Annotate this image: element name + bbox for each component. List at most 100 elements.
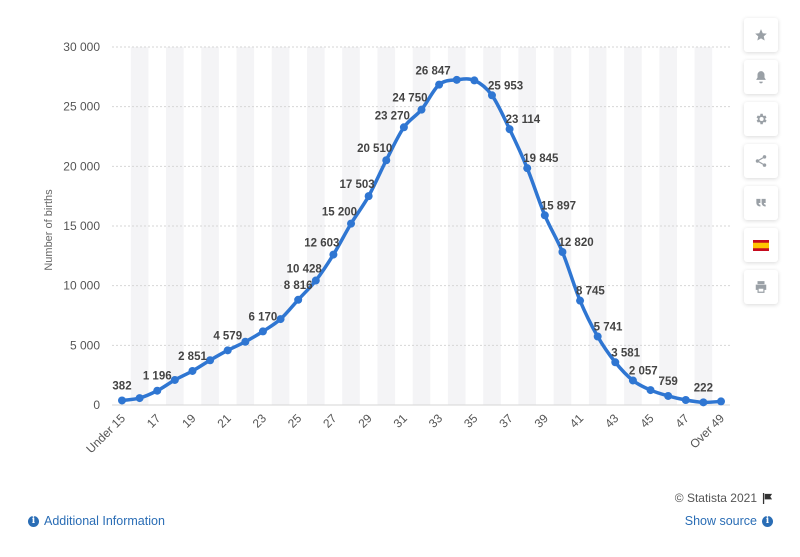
additional-information-link[interactable]: i Additional Information: [28, 514, 165, 528]
data-label: 4 579: [213, 330, 242, 342]
data-label: 8 745: [576, 286, 605, 298]
data-point: [435, 80, 444, 89]
data-label: 17 503: [339, 179, 374, 191]
data-label: 8 816: [284, 280, 313, 292]
data-point: [206, 356, 215, 365]
data-label: 6 170: [249, 311, 278, 323]
x-tick-label: 33: [426, 411, 446, 431]
data-label: 26 847: [416, 66, 451, 78]
region-button[interactable]: [744, 228, 778, 262]
print-icon: [755, 281, 767, 293]
x-tick-label: 47: [673, 411, 693, 431]
data-label: 19 845: [523, 153, 559, 165]
y-tick-label: 0: [93, 398, 100, 412]
data-point: [153, 386, 162, 395]
data-label: 382: [112, 380, 131, 392]
data-label: 759: [659, 376, 678, 388]
data-label: 10 428: [287, 264, 323, 276]
additional-information-label: Additional Information: [44, 514, 165, 528]
data-point: [135, 394, 144, 403]
x-tick-label: 39: [532, 411, 552, 431]
data-point: [593, 332, 602, 341]
data-label: 23 270: [375, 110, 410, 122]
data-label: 15 200: [322, 207, 357, 219]
data-labels: 382 1 196 2 851 4 579 6 170 8 816 10 428 12 603…: [112, 66, 713, 395]
notification-button[interactable]: [744, 60, 778, 94]
x-tick-label: 17: [144, 411, 164, 431]
x-tick-label: 19: [179, 411, 199, 431]
data-point: [452, 75, 461, 84]
y-tick-label: 15 000: [63, 219, 100, 233]
report-flag-icon[interactable]: [762, 492, 773, 504]
settings-button[interactable]: [744, 102, 778, 136]
x-tick-label: Under 15: [83, 411, 128, 456]
data-point: [223, 346, 232, 355]
data-label: 5 741: [594, 321, 623, 333]
star-icon: [755, 29, 767, 41]
data-label: 24 750: [392, 93, 427, 105]
x-axis-ticks: Under 15 17 19 21 23 25 27 29 31 33 35 37 39 41 43 45 47…: [83, 411, 727, 456]
data-label: 15 897: [541, 200, 576, 212]
data-label: 12 820: [558, 237, 593, 249]
x-tick-label: 45: [637, 411, 657, 431]
x-tick-label: 35: [461, 411, 481, 431]
info-icon: i: [762, 515, 773, 527]
spain-flag-icon: [753, 239, 769, 251]
share-icon: [755, 155, 767, 167]
show-source-link[interactable]: Show source i: [685, 514, 773, 528]
data-point: [664, 391, 673, 400]
data-point: [258, 327, 267, 336]
data-point: [417, 105, 426, 114]
background-band: [130, 47, 149, 405]
x-tick-label: 37: [496, 411, 516, 431]
data-point: [294, 295, 303, 304]
data-point: [364, 192, 373, 201]
data-point: [576, 296, 585, 305]
y-tick-label: 20 000: [63, 159, 100, 173]
background-band: [306, 47, 325, 405]
x-tick-label: 23: [250, 411, 270, 431]
data-point: [540, 211, 549, 220]
data-point: [241, 337, 250, 346]
data-point: [470, 76, 479, 85]
data-label: 25 953: [488, 80, 523, 92]
y-tick-label: 25 000: [63, 100, 100, 114]
gear-icon: [756, 113, 767, 125]
data-points: [118, 75, 725, 407]
favorite-button[interactable]: [744, 18, 778, 52]
x-tick-label: 29: [355, 411, 375, 431]
data-label: 2 057: [629, 365, 658, 377]
data-point: [329, 250, 338, 259]
info-icon: i: [28, 515, 39, 527]
cite-button[interactable]: [744, 186, 778, 220]
y-axis-title: Number of births: [43, 189, 55, 271]
data-point: [699, 398, 708, 407]
data-point: [399, 123, 408, 132]
data-label: 20 510: [357, 143, 392, 155]
data-point: [611, 358, 620, 367]
data-point: [188, 366, 197, 375]
data-point: [523, 164, 532, 173]
data-point: [717, 397, 725, 406]
data-point: [276, 315, 285, 324]
data-point: [628, 376, 637, 385]
data-point: [646, 386, 655, 395]
data-label: 23 114: [506, 114, 541, 126]
data-point: [347, 219, 356, 228]
copyright-notice: © Statista 2021: [675, 491, 773, 505]
data-point: [382, 156, 391, 165]
data-label: 1 196: [143, 371, 172, 383]
data-label: 12 603: [304, 238, 339, 250]
side-toolbar: [744, 18, 780, 312]
print-button[interactable]: [744, 270, 778, 304]
background-band: [377, 47, 396, 405]
x-tick-label: 25: [285, 411, 305, 431]
background-band: [518, 47, 537, 405]
data-label: 2 851: [178, 351, 207, 363]
x-tick-label: 41: [567, 411, 587, 431]
y-tick-label: 5 000: [70, 338, 100, 352]
x-tick-label: 43: [602, 411, 622, 431]
share-button[interactable]: [744, 144, 778, 178]
x-tick-label: 21: [214, 411, 234, 431]
